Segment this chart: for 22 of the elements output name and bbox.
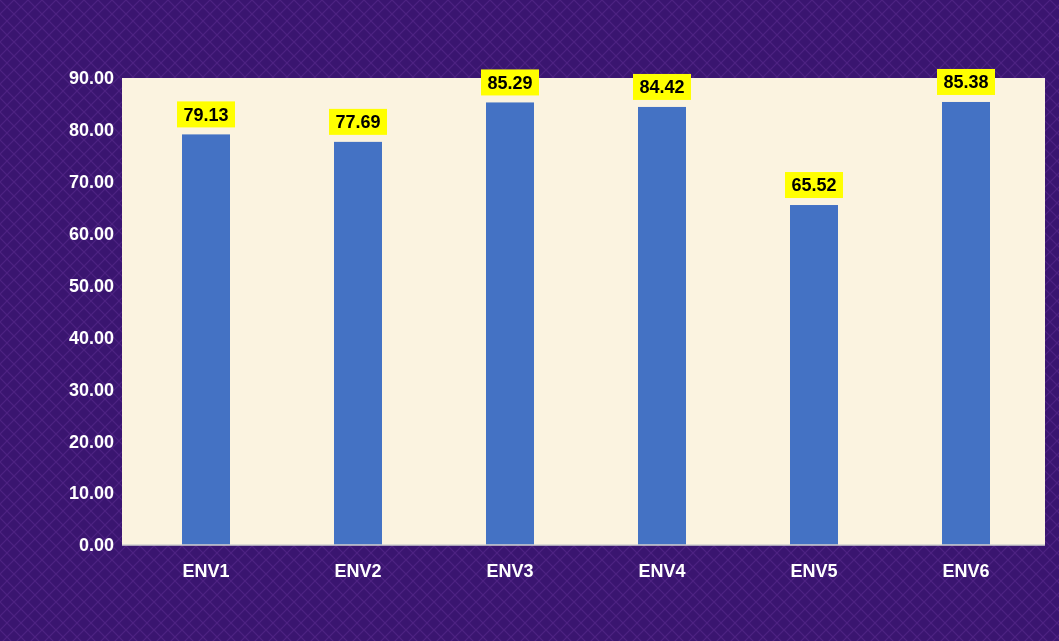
- x-tick-label: ENV3: [486, 561, 534, 581]
- data-label: 77.69: [335, 112, 381, 133]
- y-tick-label: 0.00: [78, 535, 114, 556]
- x-tick-label: ENV5: [790, 561, 838, 581]
- y-tick-label: 80.00: [68, 120, 114, 141]
- y-tick-label: 90.00: [68, 68, 114, 89]
- y-tick-label: 40.00: [68, 327, 114, 348]
- data-label: 79.13: [183, 104, 229, 125]
- x-tick-label: ENV2: [334, 561, 382, 581]
- y-tick-label: 60.00: [68, 223, 114, 244]
- y-tick-label: 10.00: [68, 483, 114, 504]
- x-tick-label: ENV6: [942, 561, 990, 581]
- data-label: 85.38: [943, 72, 989, 93]
- data-label: 84.42: [639, 77, 685, 98]
- y-tick-label: 20.00: [68, 431, 114, 452]
- y-tick-label: 70.00: [68, 172, 114, 193]
- data-label: 85.29: [487, 72, 533, 93]
- data-label: 65.52: [791, 175, 837, 196]
- x-tick-label: ENV4: [638, 561, 686, 581]
- x-tick-label: ENV1: [182, 561, 230, 581]
- y-tick-label: 50.00: [68, 275, 114, 296]
- y-tick-label: 30.00: [68, 379, 114, 400]
